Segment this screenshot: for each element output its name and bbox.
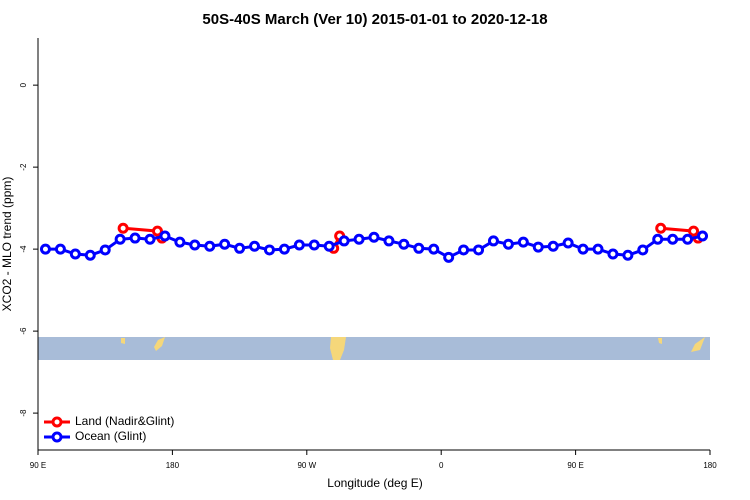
- x-tick-label: 180: [703, 461, 717, 470]
- data-point: [144, 233, 156, 245]
- data-point: [502, 238, 514, 250]
- data-point: [249, 240, 261, 252]
- data-point: [667, 233, 679, 245]
- land-shape: [330, 337, 346, 360]
- data-point: [129, 232, 141, 244]
- data-point: [84, 249, 96, 261]
- data-point: [682, 233, 694, 245]
- data-point: [487, 235, 499, 247]
- data-point: [592, 243, 604, 255]
- data-point: [263, 244, 275, 256]
- data-point: [368, 231, 380, 243]
- data-point: [562, 237, 574, 249]
- data-point: [577, 243, 589, 255]
- data-point: [219, 238, 231, 250]
- data-point: [308, 239, 320, 251]
- y-tick-label: -6: [19, 327, 28, 335]
- y-tick-label: -4: [19, 245, 28, 253]
- legend-marker: [51, 431, 63, 443]
- data-point: [99, 244, 111, 256]
- x-tick-label: 90 W: [297, 461, 316, 470]
- y-axis-label: XCO2 - MLO trend (ppm): [0, 177, 14, 312]
- land-shape: [658, 338, 662, 344]
- land-shape: [691, 337, 705, 352]
- data-point: [622, 249, 634, 261]
- data-point: [293, 239, 305, 251]
- data-point: [323, 240, 335, 252]
- map-strip: [38, 337, 710, 360]
- data-point: [398, 238, 410, 250]
- data-point: [338, 235, 350, 247]
- land-shape: [121, 338, 125, 344]
- x-tick-label: 180: [166, 461, 180, 470]
- data-point: [278, 243, 290, 255]
- data-point: [39, 243, 51, 255]
- data-point: [383, 235, 395, 247]
- legend-label: Land (Nadir&Glint): [75, 414, 174, 428]
- ocean-band: [38, 337, 710, 360]
- x-tick-label: 90 E: [30, 461, 46, 470]
- data-point: [532, 241, 544, 253]
- y-tick-label: -8: [19, 409, 28, 417]
- data-point: [607, 248, 619, 260]
- y-tick-label: 0: [19, 82, 28, 87]
- data-point: [204, 240, 216, 252]
- legend-label: Ocean (Glint): [75, 429, 146, 443]
- chart-title: 50S-40S March (Ver 10) 2015-01-01 to 202…: [202, 11, 547, 28]
- data-point: [159, 230, 171, 242]
- data-point: [69, 248, 81, 260]
- x-axis-label: Longitude (deg E): [327, 476, 422, 490]
- x-tick-label: 90 E: [567, 461, 583, 470]
- data-point: [517, 236, 529, 248]
- data-point: [637, 244, 649, 256]
- y-tick-label: -2: [19, 163, 28, 171]
- data-point: [353, 233, 365, 245]
- x-tick-label: 0: [439, 461, 444, 470]
- data-point: [697, 230, 709, 242]
- data-point: [473, 244, 485, 256]
- data-point: [114, 233, 126, 245]
- data-point: [547, 240, 559, 252]
- legend-marker: [51, 416, 63, 428]
- data-point: [413, 242, 425, 254]
- data-point: [54, 243, 66, 255]
- data-point: [443, 251, 455, 263]
- data-point: [189, 239, 201, 251]
- land-shape: [154, 337, 165, 351]
- data-point: [655, 222, 667, 234]
- data-point: [234, 242, 246, 254]
- data-point: [458, 244, 470, 256]
- data-point: [117, 222, 129, 234]
- data-point: [428, 243, 440, 255]
- data-point: [174, 236, 186, 248]
- data-point: [652, 233, 664, 245]
